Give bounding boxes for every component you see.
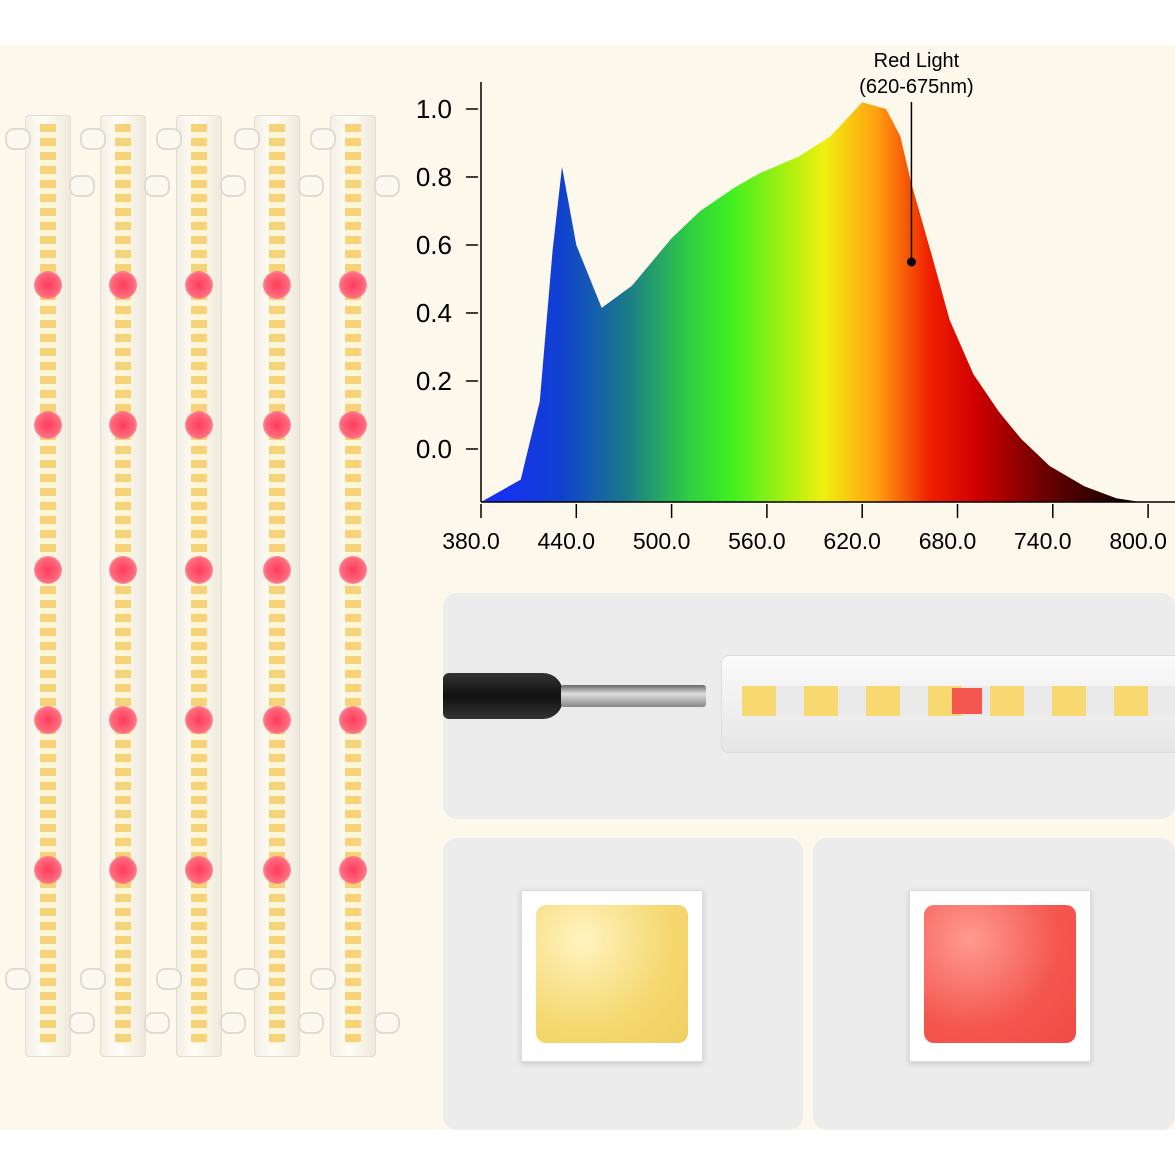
red-led	[185, 556, 213, 584]
red-led	[339, 411, 367, 439]
warm-white-led-panel	[443, 838, 803, 1130]
y-tick-label: 0.6	[416, 230, 452, 260]
mounting-tab	[234, 128, 260, 150]
red-led	[109, 706, 137, 734]
annotation-dot	[906, 257, 916, 267]
y-tick-label: 0.2	[416, 366, 452, 396]
strip-end	[721, 655, 1175, 753]
led-strip	[330, 115, 376, 1057]
dc-plug-cable	[443, 673, 563, 719]
red-led	[109, 271, 137, 299]
mounting-tab	[156, 968, 182, 990]
led-strip	[176, 115, 222, 1057]
x-tick-label: 380.0	[442, 528, 500, 554]
mounting-tab	[374, 175, 400, 197]
mounting-tab	[69, 1012, 95, 1034]
x-tick-label: 440.0	[538, 528, 596, 554]
mounting-tab	[298, 175, 324, 197]
red-led	[185, 271, 213, 299]
red-led	[34, 411, 62, 439]
red-led	[185, 411, 213, 439]
mounting-tab	[80, 128, 106, 150]
x-tick-label: 500.0	[633, 528, 691, 554]
mounting-tab	[298, 1012, 324, 1034]
red-led	[34, 556, 62, 584]
mounting-tab	[5, 128, 31, 150]
x-tick-label: 740.0	[1014, 528, 1072, 554]
warm-white-led-chip	[536, 905, 688, 1043]
mounting-tab	[310, 968, 336, 990]
y-tick-label: 0.8	[416, 162, 452, 192]
mounting-tab	[310, 128, 336, 150]
red-led	[263, 706, 291, 734]
mounting-tab	[5, 968, 31, 990]
led-strip	[100, 115, 146, 1057]
mounting-tab	[156, 128, 182, 150]
mounting-tab	[80, 968, 106, 990]
x-tick-label: 560.0	[728, 528, 786, 554]
red-led	[263, 556, 291, 584]
y-tick-label: 1.0	[416, 94, 452, 124]
red-led	[263, 856, 291, 884]
y-tick-label: 0.4	[416, 298, 452, 328]
red-led	[339, 556, 367, 584]
red-led	[185, 706, 213, 734]
red-led	[339, 856, 367, 884]
mounting-tab	[144, 1012, 170, 1034]
x-tick-label: 620.0	[823, 528, 881, 554]
connector-photo-panel	[443, 593, 1175, 819]
dc-plug-pin	[561, 685, 706, 707]
annotation-sublabel: (620-675nm)	[859, 76, 974, 98]
x-tick-label: 800.0	[1109, 528, 1167, 554]
mounting-tab	[144, 175, 170, 197]
mounting-tab	[220, 175, 246, 197]
mounting-tab	[234, 968, 260, 990]
red-led	[263, 411, 291, 439]
spectrum-area	[481, 102, 1141, 503]
mounting-tab	[69, 175, 95, 197]
red-led	[339, 271, 367, 299]
red-led	[34, 271, 62, 299]
led-strip	[254, 115, 300, 1057]
red-led-chip	[924, 905, 1076, 1043]
spectrum-chart: 1.0 0.8 0.6 0.4 0.2 0.0 380.0 440.0 500.0 560.0 62…	[416, 50, 1175, 554]
red-led	[185, 856, 213, 884]
x-tick-label: 680.0	[919, 528, 977, 554]
red-led	[263, 271, 291, 299]
annotation-label: Red Light	[874, 50, 960, 72]
led-strip	[25, 115, 71, 1057]
mounting-tab	[220, 1012, 246, 1034]
red-led-panel	[813, 838, 1175, 1130]
red-led	[109, 556, 137, 584]
red-led	[109, 411, 137, 439]
red-led	[109, 856, 137, 884]
y-tick-label: 0.0	[416, 434, 452, 464]
red-led	[34, 706, 62, 734]
red-led	[339, 706, 367, 734]
red-led	[34, 856, 62, 884]
mounting-tab	[374, 1012, 400, 1034]
